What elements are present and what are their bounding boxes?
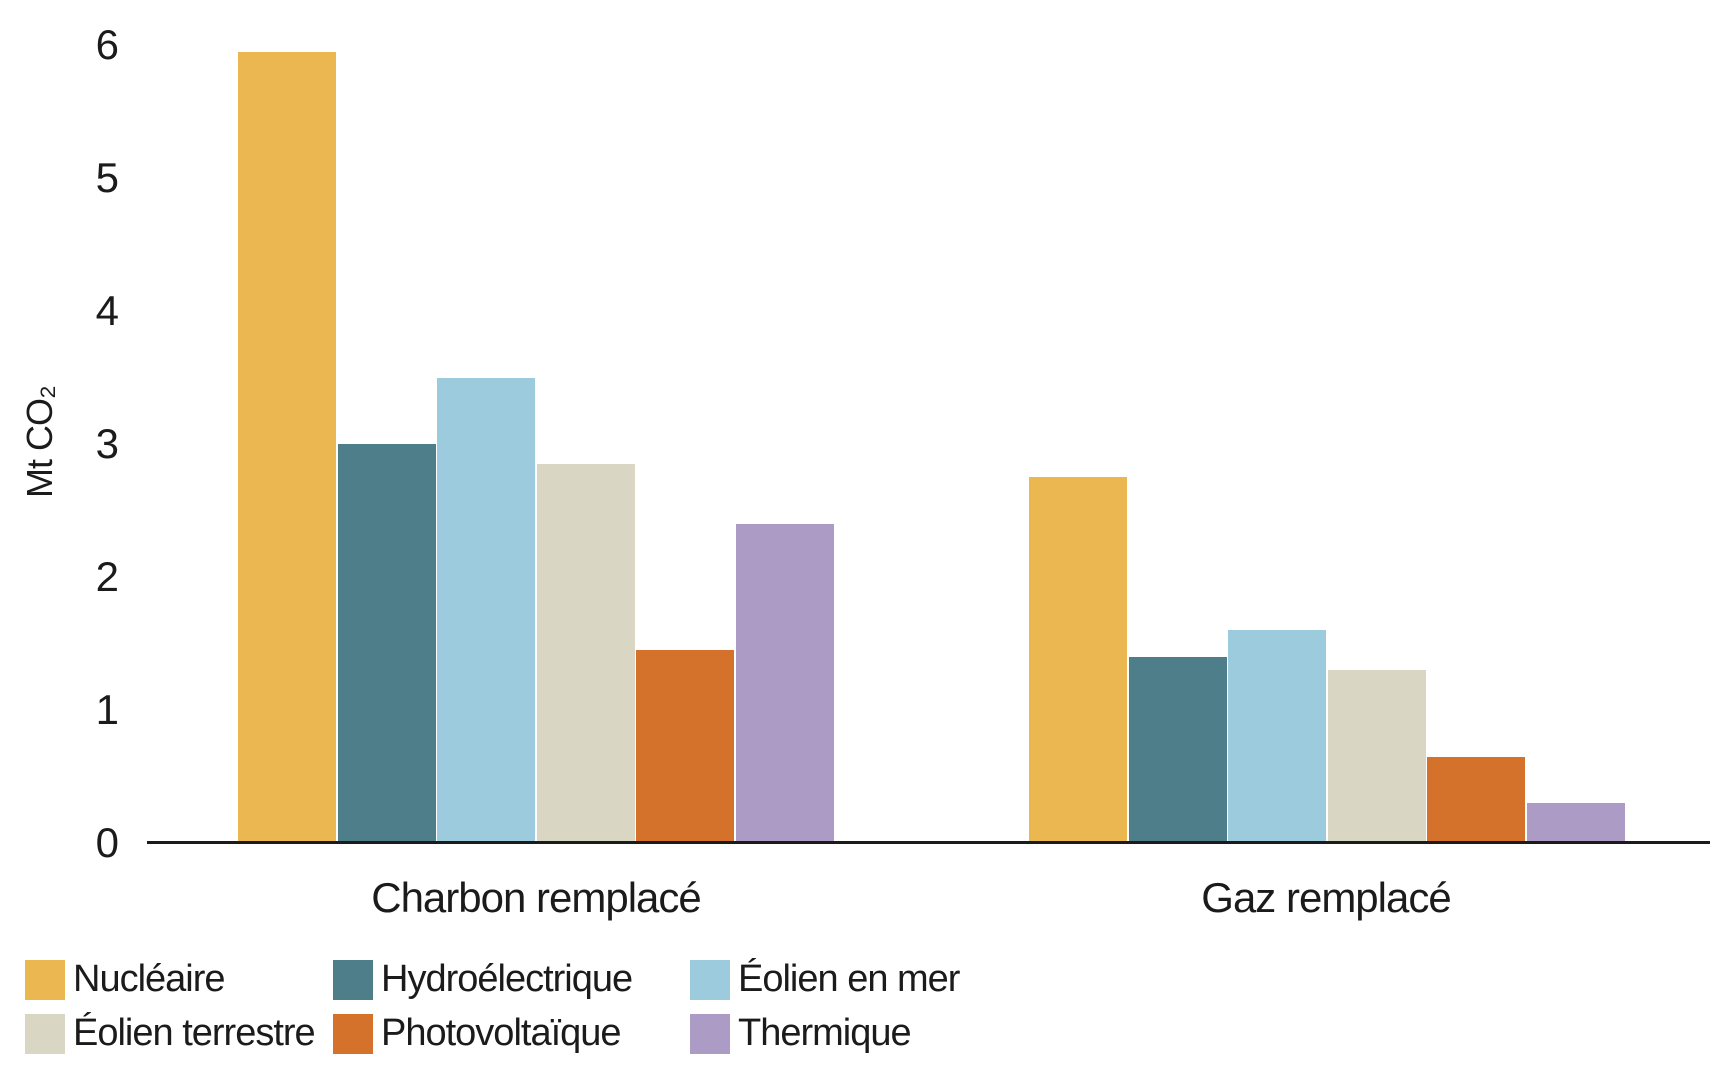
bar-1-Nucléaire bbox=[1029, 477, 1127, 843]
legend-swatch-Nucléaire bbox=[25, 959, 65, 1000]
bar-1-Photovoltaïque bbox=[1427, 756, 1525, 843]
category-label-1: Gaz remplacé bbox=[1201, 874, 1451, 921]
bar-group-1 bbox=[1029, 477, 1625, 843]
legend-swatch-Thermique bbox=[690, 1013, 730, 1054]
legend-item-Éolien terrestre: Éolien terrestre bbox=[25, 1012, 316, 1055]
bar-1-Éolien terrestre bbox=[1327, 670, 1426, 843]
bar-1-Éolien en mer bbox=[1228, 630, 1326, 843]
legend-label-Nucléaire: Nucléaire bbox=[73, 958, 226, 1000]
bar-1-Hydroélectrique bbox=[1128, 656, 1227, 843]
legend-label-Thermique: Thermique bbox=[738, 1012, 912, 1054]
legend-item-Photovoltaïque: Photovoltaïque bbox=[333, 1012, 622, 1055]
legend-swatch-Photovoltaïque bbox=[333, 1013, 373, 1054]
legend-label-Éolien terrestre: Éolien terrestre bbox=[73, 1012, 316, 1054]
legend-item-Nucléaire: Nucléaire bbox=[25, 958, 226, 1001]
legend-label-Éolien en mer: Éolien en mer bbox=[738, 958, 960, 1000]
y-tick-label-4: 4 bbox=[95, 287, 119, 334]
y-tick-label-3: 3 bbox=[95, 420, 119, 467]
y-tick-label-5: 5 bbox=[95, 154, 119, 201]
legend-item-Thermique: Thermique bbox=[690, 1012, 912, 1055]
y-tick-label-0: 0 bbox=[95, 819, 119, 866]
y-tick-label-1: 1 bbox=[95, 686, 119, 733]
bar-1-Thermique bbox=[1526, 803, 1625, 843]
y-tick-label-6: 6 bbox=[95, 21, 119, 68]
bar-0-Éolien en mer bbox=[437, 377, 535, 843]
bar-0-Nucléaire bbox=[238, 51, 336, 843]
legend-label-Hydroélectrique: Hydroélectrique bbox=[381, 958, 633, 1000]
legend-item-Hydroélectrique: Hydroélectrique bbox=[333, 958, 633, 1001]
bar-0-Thermique bbox=[735, 523, 834, 843]
legend-item-Éolien en mer: Éolien en mer bbox=[690, 958, 960, 1001]
bar-0-Hydroélectrique bbox=[337, 444, 436, 843]
bar-0-Photovoltaïque bbox=[636, 650, 734, 843]
category-label-0: Charbon remplacé bbox=[371, 874, 702, 921]
x-axis-line bbox=[147, 841, 1710, 844]
bar-0-Éolien terrestre bbox=[536, 463, 635, 843]
legend-swatch-Hydroélectrique bbox=[333, 959, 373, 1000]
legend-label-Photovoltaïque: Photovoltaïque bbox=[381, 1012, 622, 1054]
bar-group-0 bbox=[238, 51, 834, 843]
legend-swatch-Éolien en mer bbox=[690, 959, 730, 1000]
legend-swatch-Éolien terrestre bbox=[25, 1013, 65, 1054]
y-tick-label-2: 2 bbox=[95, 553, 119, 600]
